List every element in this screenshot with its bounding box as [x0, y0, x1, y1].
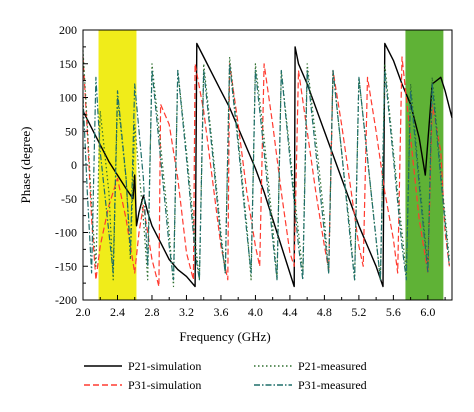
legend-label: P31-simulation	[128, 378, 201, 392]
y-axis-ticks: 200 150 100 50 0 -50 -100 -150 -200	[55, 23, 88, 307]
x-tick-label: 5.6	[386, 305, 401, 319]
x-axis-title: Frequency (GHz)	[179, 329, 270, 344]
y-tick-label: 50	[65, 124, 77, 138]
x-tick-label: 2.0	[76, 305, 91, 319]
y-tick-label: 0	[71, 158, 77, 172]
legend-label: P21-measured	[298, 359, 367, 373]
y-tick-label: 200	[59, 23, 77, 37]
y-tick-label: 100	[59, 91, 77, 105]
x-tick-label: 4.8	[317, 305, 332, 319]
x-tick-label: 4.4	[282, 305, 297, 319]
x-tick-label: 2.8	[144, 305, 159, 319]
x-tick-label: 3.6	[213, 305, 228, 319]
y-tick-label: 150	[59, 57, 77, 71]
legend-label: P31-measured	[298, 378, 367, 392]
y-tick-label: -100	[55, 226, 77, 240]
y-tick-label: -200	[55, 293, 77, 307]
series-p31-measured	[82, 63, 450, 281]
series-layer	[82, 42, 453, 288]
y-tick-label: -50	[61, 192, 77, 206]
series-p21-simulation	[82, 42, 453, 288]
x-tick-label: 2.4	[110, 305, 125, 319]
y-axis-title: Phase (degree)	[18, 127, 33, 204]
legend: P21-simulation P31-simulation P21-measured…	[84, 359, 367, 392]
highlight-band-1	[98, 30, 137, 300]
highlight-bands	[98, 30, 444, 300]
series-p21-measured	[82, 50, 450, 288]
highlight-band-2	[405, 30, 444, 300]
x-tick-label: 5.2	[351, 305, 366, 319]
legend-label: P21-simulation	[128, 359, 201, 373]
x-axis-ticks: 2.0 2.4 2.8 3.2 3.6 4.0 4.4 4.8 5.2 5.6 6.0	[76, 295, 446, 319]
x-tick-label: 4.0	[248, 305, 263, 319]
series-p31-simulation	[82, 56, 450, 288]
x-tick-label: 6.0	[420, 305, 435, 319]
y-tick-label: -150	[55, 259, 77, 273]
x-tick-label: 3.2	[179, 305, 194, 319]
